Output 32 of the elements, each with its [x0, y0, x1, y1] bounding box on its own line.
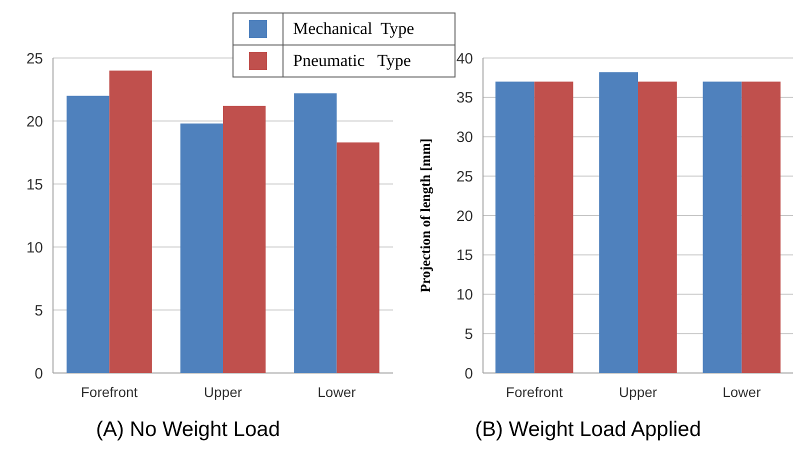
y-tick-label: 20 — [456, 208, 473, 225]
bar — [223, 106, 266, 373]
y-tick-label: 15 — [456, 247, 473, 264]
y-tick-label: 35 — [456, 90, 473, 107]
y-tick-label: 0 — [34, 365, 43, 382]
x-tick-label: Forefront — [506, 384, 563, 400]
y-tick-label: 0 — [464, 365, 473, 382]
y-tick-label: 5 — [34, 302, 43, 320]
x-tick-label: Upper — [204, 384, 242, 400]
x-tick-label: Upper — [618, 384, 658, 400]
legend-label: Mechanical Type — [293, 19, 414, 38]
y-tick-label: 10 — [26, 239, 43, 256]
y-tick-label: 15 — [26, 176, 43, 194]
legend-label: Pneumatic Type — [293, 51, 411, 70]
y-tick-label: 25 — [456, 168, 473, 186]
bar — [336, 142, 380, 373]
text: (A) No Weight Load — [96, 418, 280, 441]
bar — [294, 93, 337, 373]
y-tick-label: 10 — [456, 286, 473, 304]
y-tick-label: 40 — [456, 50, 473, 68]
bar — [109, 70, 152, 373]
bar — [66, 96, 110, 373]
y-tick-label: 20 — [26, 113, 43, 130]
text: (B) Weight Load Applied — [474, 418, 702, 441]
x-tick-label: Lower — [722, 384, 762, 400]
bar — [180, 124, 223, 373]
y-axis-title: Projection of length [mm] — [419, 138, 434, 293]
y-tick-label: 5 — [464, 326, 473, 343]
y-tick-label: 30 — [456, 129, 473, 146]
x-tick-label: Lower — [318, 384, 356, 400]
x-tick-label: Forefront — [80, 384, 138, 400]
y-tick-label: 25 — [26, 50, 43, 68]
